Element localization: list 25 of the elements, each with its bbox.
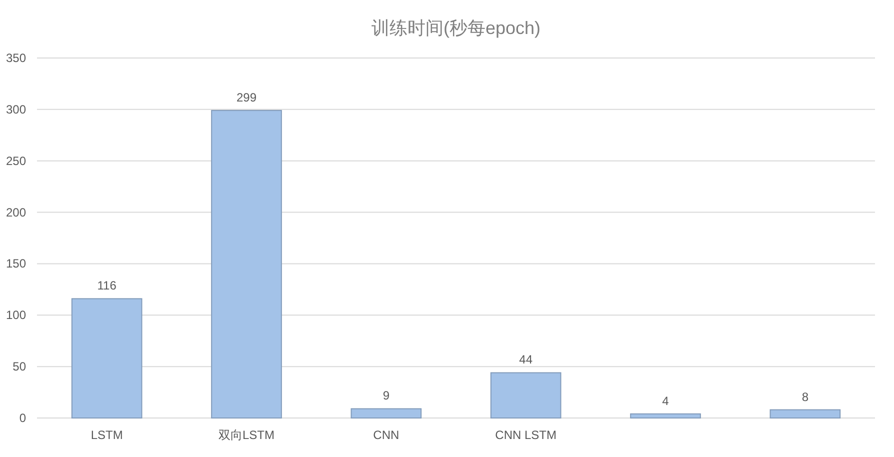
y-tick-label: 150: [6, 256, 26, 271]
y-tick-label: 250: [6, 154, 26, 168]
x-tick-label: LSTM: [90, 428, 123, 442]
data-label: 44: [519, 352, 533, 367]
bar: [211, 110, 282, 418]
x-tick-label: CNN LSTM: [495, 428, 557, 442]
y-tick-label: 100: [6, 308, 26, 322]
data-label: 4: [662, 394, 670, 408]
bar: [71, 298, 142, 418]
data-label: 299: [236, 90, 257, 104]
y-tick-label: 350: [6, 51, 26, 65]
x-tick-label: 双向LSTM: [218, 428, 275, 442]
y-tick-label: 300: [6, 102, 26, 116]
y-tick-label: 200: [6, 205, 26, 220]
y-tick-label: 50: [12, 360, 26, 374]
bar: [350, 408, 422, 418]
y-tick-label: 0: [19, 411, 26, 425]
data-label: 8: [802, 390, 809, 404]
bar: [630, 413, 701, 418]
x-tick-label: CNN: [373, 428, 400, 442]
data-label: 116: [97, 278, 117, 293]
chart-title: 训练时间(秒每epoch): [371, 18, 541, 38]
bar: [770, 409, 841, 418]
bar: [490, 372, 562, 418]
data-label: 9: [382, 388, 390, 403]
